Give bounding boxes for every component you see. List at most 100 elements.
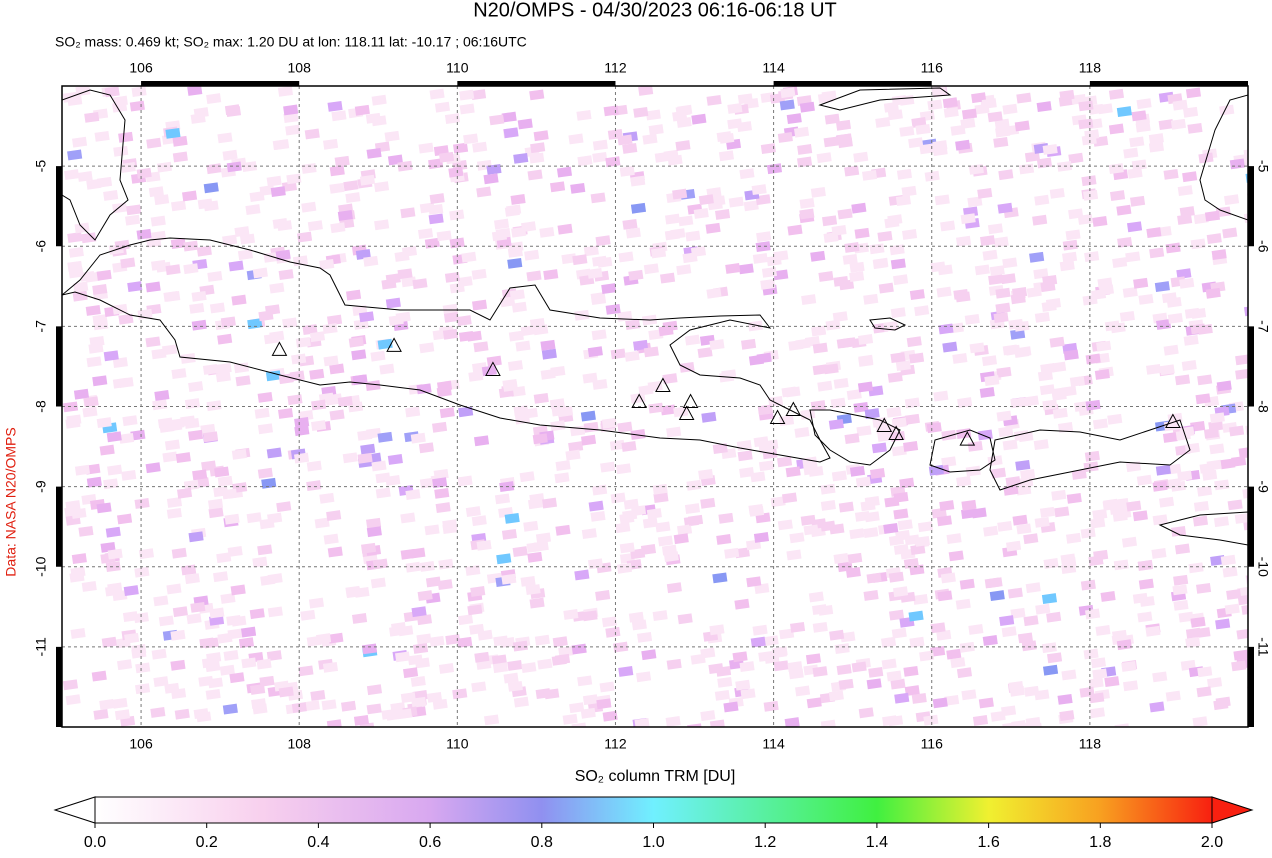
- so2-pixel: [410, 432, 426, 444]
- so2-pixel: [1080, 527, 1096, 539]
- so2-pixel: [270, 186, 286, 198]
- so2-pixel: [162, 451, 178, 463]
- so2-pixel: [1091, 289, 1107, 300]
- so2-pixel: [592, 484, 608, 496]
- so2-pixel: [190, 113, 206, 124]
- so2-pixel: [1137, 611, 1153, 623]
- so2-pixel: [304, 700, 320, 712]
- so2-pixel: [1042, 144, 1058, 155]
- frame-bar: [1248, 486, 1254, 567]
- so2-pixel: [400, 512, 416, 524]
- so2-pixel: [987, 111, 1003, 123]
- so2-pixel: [990, 467, 1007, 479]
- so2-pixel: [1090, 517, 1106, 529]
- so2-pixel: [1213, 516, 1230, 528]
- so2-pixel: [1006, 540, 1022, 552]
- so2-pixel: [617, 134, 633, 146]
- so2-pixel: [705, 222, 721, 234]
- so2-pixel: [864, 408, 880, 420]
- so2-pixel: [1005, 344, 1021, 356]
- so2-pixel: [619, 512, 635, 524]
- so2-pixel: [418, 442, 435, 454]
- so2-pixel: [513, 152, 529, 164]
- so2-pixel: [283, 104, 299, 116]
- so2-pixel: [117, 513, 133, 525]
- so2-pixel: [93, 319, 109, 331]
- so2-pixel: [411, 606, 427, 618]
- so2-pixel: [676, 264, 692, 276]
- so2-pixel: [1016, 523, 1032, 535]
- colorbar-over: [1211, 796, 1254, 824]
- so2-pixel: [820, 520, 836, 532]
- so2-pixel: [983, 525, 999, 537]
- so2-pixel: [1172, 584, 1188, 596]
- so2-pixel: [1002, 103, 1018, 115]
- so2-pixel: [1158, 119, 1174, 131]
- so2-pixel: [628, 611, 644, 623]
- so2-pixel: [1011, 720, 1027, 727]
- y-tick-label: -7: [33, 320, 49, 333]
- so2-pixel: [370, 577, 386, 589]
- so2-pixel: [124, 632, 140, 644]
- so2-pixel: [165, 127, 181, 139]
- so2-pixel: [1093, 549, 1109, 561]
- so2-pixel: [300, 609, 316, 621]
- so2-pixel: [890, 258, 906, 270]
- so2-pixel: [750, 471, 766, 483]
- coastlines: [62, 87, 1248, 546]
- so2-pixel: [895, 530, 911, 541]
- so2-pixel: [831, 470, 847, 482]
- so2-pixel: [561, 253, 577, 265]
- so2-pixel: [1229, 158, 1245, 170]
- so2-pixel: [206, 163, 222, 175]
- so2-pixel: [520, 575, 536, 587]
- so2-pixel: [816, 152, 832, 164]
- so2-pixel: [633, 106, 649, 118]
- so2-pixel: [261, 477, 277, 489]
- so2-pixel: [301, 201, 317, 213]
- so2-pixel: [322, 661, 339, 673]
- so2-pixel: [310, 690, 326, 701]
- so2-pixel: [136, 167, 152, 179]
- so2-pixel: [107, 464, 123, 476]
- so2-pixel: [145, 281, 161, 293]
- so2-pixel: [278, 269, 294, 281]
- so2-pixel: [1163, 168, 1179, 180]
- so2-pixel: [891, 445, 907, 457]
- so2-pixel: [217, 333, 233, 345]
- so2-pixel: [265, 370, 282, 382]
- so2-pixel: [1167, 312, 1183, 324]
- so2-pixel: [556, 166, 573, 178]
- so2-pixel: [1190, 616, 1206, 628]
- so2-pixel: [166, 497, 183, 508]
- so2-pixel: [342, 452, 358, 464]
- so2-pixel: [721, 369, 737, 381]
- so2-pixel: [327, 100, 343, 112]
- so2-pixel: [266, 175, 282, 187]
- so2-pixel: [496, 553, 512, 565]
- so2-pixel: [893, 508, 909, 520]
- so2-pixel: [590, 292, 606, 303]
- so2-pixel: [519, 471, 535, 483]
- so2-pixel: [977, 187, 993, 199]
- so2-pixel: [503, 127, 519, 139]
- so2-pixel: [709, 339, 725, 351]
- so2-pixel: [319, 492, 335, 504]
- so2-pixel: [1242, 487, 1248, 499]
- so2-pixel: [697, 347, 713, 359]
- so2-pixel: [112, 95, 128, 107]
- so2-pixel: [429, 635, 445, 647]
- so2-pixel: [844, 165, 860, 177]
- so2-pixel: [812, 342, 828, 354]
- so2-pixel: [92, 375, 108, 387]
- so2-pixel: [529, 89, 545, 101]
- so2-pixel: [881, 636, 897, 648]
- so2-pixel: [106, 431, 122, 443]
- so2-pixel: [133, 612, 149, 624]
- so2-pixel: [151, 259, 167, 271]
- so2-pixel: [676, 117, 692, 128]
- so2-pixel: [997, 520, 1013, 532]
- so2-pixel: [582, 610, 598, 622]
- so2-pixel: [964, 313, 980, 325]
- frame-bar: [1089, 81, 1248, 86]
